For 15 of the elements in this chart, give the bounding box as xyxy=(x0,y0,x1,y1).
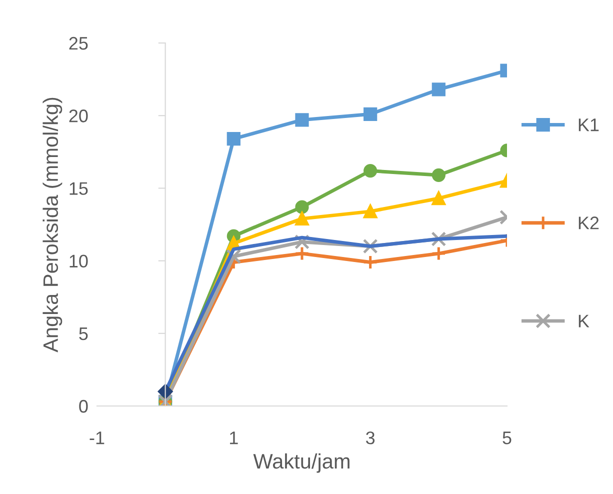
y-tick-label: 15 xyxy=(70,182,88,195)
y-axis-title: Angka Peroksida (mmol/kg) xyxy=(42,98,62,352)
legend-label: K2 xyxy=(578,216,599,230)
x-tick-label: 3 xyxy=(366,431,375,444)
x-tick-label: 1 xyxy=(230,432,238,444)
y-tick-label: 10 xyxy=(70,254,88,268)
y-tick-label: 0 xyxy=(79,400,88,413)
legend-label: K1 xyxy=(578,118,599,132)
y-tick-label: 25 xyxy=(69,36,88,50)
legend-label: K xyxy=(578,314,590,328)
x-tick-label: 5 xyxy=(502,432,512,444)
x-axis-title: Waktu/jam xyxy=(253,453,350,473)
x-tick-label: -1 xyxy=(90,432,104,444)
y-tick-label: 20 xyxy=(69,110,88,122)
y-tick-label: 5 xyxy=(79,328,88,340)
